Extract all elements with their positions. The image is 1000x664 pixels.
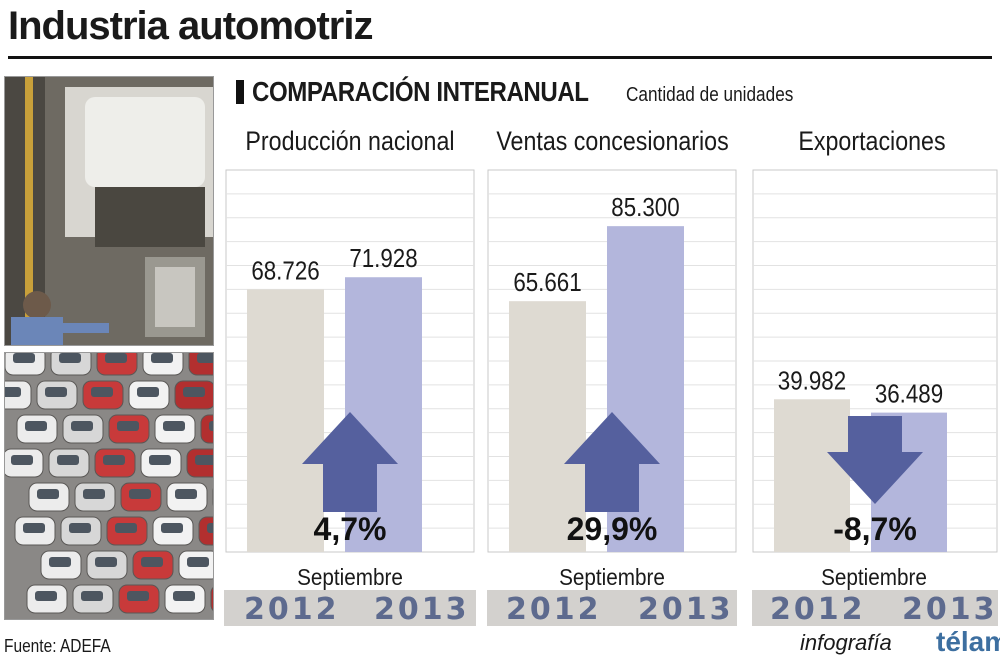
year-label-exportaciones-2012: 2012 — [770, 592, 866, 627]
bar-ventas-2012 — [509, 301, 586, 552]
parked-cars-photo — [4, 352, 214, 620]
bar-produccion-2012 — [247, 289, 324, 552]
title-divider — [8, 56, 992, 59]
credit-label: infografía — [800, 630, 892, 655]
year-strip-exportaciones — [752, 590, 998, 626]
arrow-up-produccion — [302, 412, 398, 512]
subtitle-marker — [236, 80, 244, 104]
change-label-produccion: 4,7% — [314, 511, 387, 547]
car-shape — [210, 586, 213, 612]
change-label-ventas: 29,9% — [567, 511, 658, 547]
arrow-down-exportaciones — [827, 416, 923, 504]
value-label-produccion-2013: 71.928 — [349, 245, 417, 274]
year-label-exportaciones-2013: 2013 — [902, 592, 998, 627]
chart-subtitle: COMPARACIÓN INTERANUAL — [252, 76, 589, 107]
page-title: Industria automotriz — [8, 4, 373, 48]
brand-logo: télam — [936, 626, 1000, 657]
value-label-ventas-2013: 85.300 — [611, 194, 679, 223]
value-label-produccion-2012: 68.726 — [251, 257, 319, 286]
arrow-up-ventas — [564, 412, 660, 512]
factory-photo-art — [5, 77, 213, 345]
panel-title-exportaciones: Exportaciones — [798, 126, 946, 156]
factory-photo — [4, 76, 214, 346]
month-label-exportaciones: Septiembre — [821, 564, 927, 590]
source-label: Fuente: ADEFA — [4, 636, 111, 656]
year-label-produccion-2013: 2013 — [374, 592, 470, 627]
month-label-produccion: Septiembre — [297, 564, 403, 590]
value-label-ventas-2012: 65.661 — [513, 269, 581, 298]
panel-title-produccion: Producción nacional — [245, 126, 455, 156]
value-label-exportaciones-2012: 39.982 — [778, 367, 846, 396]
parked-cars-art — [5, 353, 213, 619]
unit-label: Cantidad de unidades — [626, 84, 794, 106]
year-label-ventas-2012: 2012 — [506, 592, 602, 627]
year-strip-ventas — [487, 590, 737, 626]
panel-title-ventas: Ventas concesionarios — [496, 126, 729, 156]
value-label-exportaciones-2013: 36.489 — [875, 380, 943, 409]
year-label-produccion-2012: 2012 — [244, 592, 340, 627]
change-label-exportaciones: -8,7% — [833, 511, 917, 547]
year-label-ventas-2013: 2013 — [638, 592, 734, 627]
year-strip-produccion — [224, 590, 476, 626]
bar-exportaciones-2012 — [774, 399, 850, 552]
month-label-ventas: Septiembre — [559, 564, 665, 590]
